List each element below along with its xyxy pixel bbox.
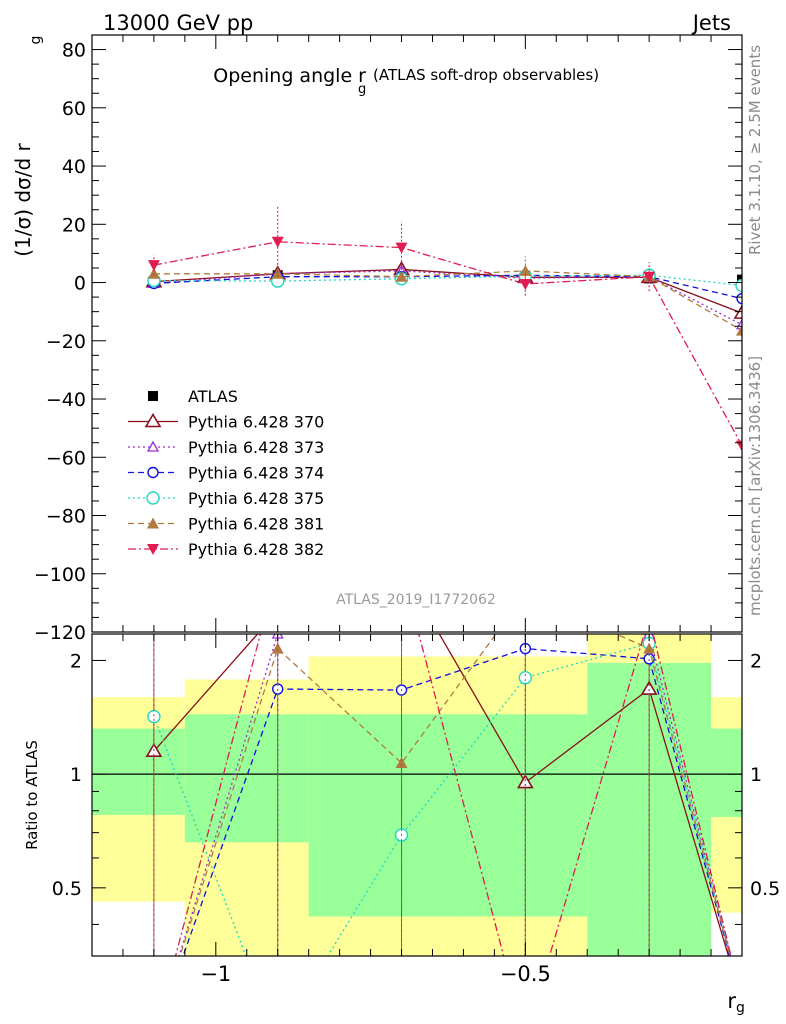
ratio-y-tick-label-right: 1 — [750, 764, 762, 786]
ratio-point-pythia-6-428-381 — [271, 642, 284, 654]
data-point-pythia-6-428-382 — [519, 278, 532, 290]
data-point-pythia-6-428-382 — [147, 260, 160, 272]
legend-label-pythia-6-428-375: Pythia 6.428 375 — [188, 489, 324, 508]
data-point-pythia-6-428-382 — [736, 440, 742, 452]
y-tick-label: −100 — [34, 564, 86, 586]
series-line-pythia-6-428-375 — [153, 274, 742, 287]
main-panel: 80 60 40 20 0 −20 −40 −60 −80 −100 −120 Opening an… — [11, 34, 743, 644]
series-line-pythia-6-428-382 — [153, 241, 742, 446]
ratio-y-tick-label-right: 2 — [750, 650, 762, 672]
data-point-pythia-6-428-381 — [519, 264, 532, 276]
legend-marker-pythia-6-428-373 — [146, 440, 160, 452]
legend-marker-pythia-6-428-382 — [147, 544, 159, 555]
data-point-pythia-6-428-374 — [736, 292, 742, 305]
x-axis-title: r — [727, 989, 736, 1013]
analysis-watermark: ATLAS_2019_I1772062 — [336, 592, 496, 608]
ratio-point-pythia-6-428-375 — [518, 671, 533, 685]
ratio-point-pythia-6-428-382 — [643, 612, 655, 623]
ratio-y-tick-label: 0.5 — [52, 878, 82, 900]
ratio-uncertainty-bands — [92, 634, 742, 956]
ratio-point-pythia-6-428-381 — [643, 642, 656, 654]
plot-title-note: (ATLAS soft-drop observables) — [373, 66, 599, 84]
ratio-line-pythia-6-428-382 — [174, 634, 732, 956]
legend-marker-pythia-6-428-370 — [144, 412, 162, 428]
data-point-pythia-6-428-381 — [736, 324, 742, 336]
ratio-frame — [91, 633, 743, 957]
y-tick-label: 80 — [62, 40, 86, 62]
legend-marker-pythia-6-428-381 — [147, 517, 159, 529]
ratio-point-pythia-6-428-370 — [271, 604, 285, 616]
ratio-point-pythia-6-428-370 — [516, 773, 534, 789]
ratio-point-pythia-6-428-381 — [519, 588, 531, 599]
ratio-y-tick-label: 2 — [70, 650, 82, 672]
plot-title: Opening angle r — [213, 65, 366, 87]
ratio-y-tick-label: 1 — [70, 764, 82, 786]
y-axis-title: (1/σ) dσ/d r — [11, 142, 35, 256]
ratio-band-inner — [92, 728, 185, 815]
legend-label-pythia-6-428-381: Pythia 6.428 381 — [188, 515, 324, 534]
data-point-pythia-6-428-381 — [395, 270, 408, 282]
main-axes: 80 60 40 20 0 −20 −40 −60 −80 −100 −120 — [34, 34, 743, 644]
rivet-version-label: Rivet 3.1.10, ≥ 2.5M events — [746, 45, 764, 255]
legend-marker-pythia-6-428-374 — [147, 466, 159, 479]
ratio-line-pythia-6-428-381 — [179, 634, 731, 956]
y-tick-label: 60 — [62, 98, 86, 120]
legend-label-pythia-6-428-373: Pythia 6.428 373 — [188, 438, 324, 457]
y-tick-label: −20 — [46, 331, 86, 353]
data-point-pythia-6-428-382 — [271, 236, 284, 248]
ratio-point-pythia-6-428-370 — [395, 562, 409, 574]
legend: ATLAS Pythia 6.428 370 Pythia 6.428 373 Pyt… — [128, 387, 324, 559]
y-tick-label: −60 — [46, 447, 86, 469]
ratio-point-pythia-6-428-381 — [395, 757, 408, 769]
x-axis-title-subscript: g — [736, 1000, 745, 1016]
mcplots-reference-label: mcplots.cern.ch [arXiv:1306.3436] — [746, 356, 764, 616]
ratio-point-pythia-6-428-382 — [272, 564, 284, 575]
legend-label-atlas: ATLAS — [188, 387, 238, 406]
legend-label-pythia-6-428-374: Pythia 6.428 374 — [188, 464, 324, 483]
ratio-band-inner — [184, 714, 309, 843]
legend-label-pythia-6-428-370: Pythia 6.428 370 — [188, 413, 324, 432]
data-point-pythia-6-428-382 — [395, 242, 408, 254]
ratio-data-marks — [145, 562, 742, 956]
ratio-y-tick-label-right: 0.5 — [750, 878, 780, 900]
y-tick-label: 20 — [62, 214, 86, 236]
ratio-point-pythia-6-428-373 — [520, 600, 530, 609]
legend-marker-atlas — [148, 391, 158, 401]
y-tick-label: −40 — [46, 389, 86, 411]
y-tick-label: −80 — [46, 506, 86, 528]
data-point-pythia-6-428-382 — [643, 271, 656, 283]
y-tick-label: 40 — [62, 156, 86, 178]
main-data-marks — [145, 206, 742, 566]
ratio-point-pythia-6-428-382 — [396, 564, 408, 575]
header-process: 13000 GeV pp — [103, 11, 253, 35]
y-axis-title-subscript: g — [28, 36, 44, 45]
legend-marker-pythia-6-428-375 — [146, 491, 160, 505]
series-line-pythia-6-428-373 — [153, 270, 742, 326]
main-frame — [91, 34, 743, 633]
ratio-band-inner — [711, 728, 742, 818]
plot-title-subscript: g — [358, 82, 366, 97]
header-category: Jets — [691, 11, 731, 35]
ratio-axes: 2 2 1 1 0.5 0.5 −1 −0.5 — [52, 634, 780, 986]
ratio-panel: 2 2 1 1 0.5 0.5 −1 −0.5 Ratio to ATLAS r g — [23, 562, 780, 1016]
data-point-pythia-6-428-381 — [271, 267, 284, 279]
y-tick-label: −120 — [34, 622, 86, 644]
x-tick-label: −0.5 — [500, 962, 551, 986]
ratio-band-inner — [308, 714, 464, 917]
series-line-pythia-6-428-374 — [153, 274, 742, 300]
x-tick-label: −1 — [200, 962, 231, 986]
y-tick-label: 0 — [74, 273, 86, 295]
legend-label-pythia-6-428-382: Pythia 6.428 382 — [188, 540, 324, 559]
ratio-point-pythia-6-428-373 — [397, 578, 407, 587]
series-line-pythia-6-428-381 — [153, 270, 742, 332]
series-line-pythia-6-428-370 — [153, 268, 742, 314]
ratio-axis-title: Ratio to ATLAS — [23, 740, 41, 850]
